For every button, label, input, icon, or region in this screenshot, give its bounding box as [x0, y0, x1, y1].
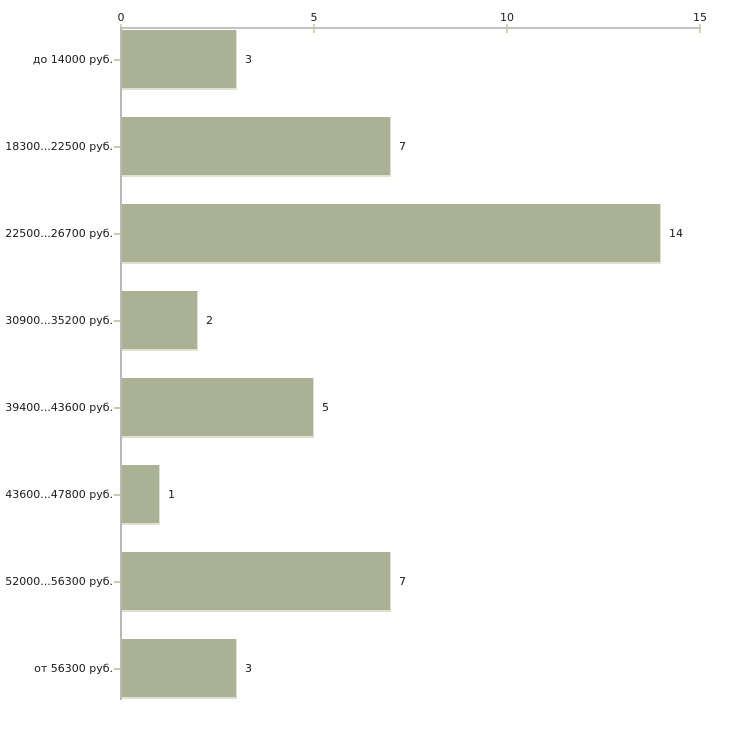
y-axis-line	[120, 27, 122, 700]
bar	[121, 639, 237, 699]
bar	[121, 117, 391, 177]
category-label: от 56300 руб.	[34, 662, 113, 675]
bar	[121, 378, 314, 438]
bar-value-label: 5	[322, 401, 329, 414]
x-axis-tick-label: 5	[310, 11, 318, 24]
x-axis-line	[120, 27, 701, 29]
y-axis-tick-mark	[114, 407, 120, 409]
bar-value-label: 2	[206, 314, 213, 327]
y-axis-tick-mark	[114, 233, 120, 235]
category-label: 39400...43600 руб.	[5, 401, 113, 414]
category-label: 18300...22500 руб.	[5, 140, 113, 153]
bar-value-label: 7	[399, 575, 406, 588]
bar	[121, 204, 661, 264]
y-axis-tick-mark	[114, 146, 120, 148]
y-axis-tick-mark	[114, 59, 120, 61]
x-axis-tick-label: 10	[500, 11, 514, 24]
bar-value-label: 3	[245, 662, 252, 675]
bar-value-label: 14	[669, 227, 683, 240]
bar	[121, 552, 391, 612]
category-label: 43600...47800 руб.	[5, 488, 113, 501]
x-axis-tick-label: 0	[117, 11, 125, 24]
category-label: 30900...35200 руб.	[5, 314, 113, 327]
bar-value-label: 7	[399, 140, 406, 153]
y-axis-tick-mark	[114, 320, 120, 322]
y-axis-tick-mark	[114, 581, 120, 583]
bar	[121, 291, 198, 351]
bar	[121, 465, 160, 525]
category-label: 22500...26700 руб.	[5, 227, 113, 240]
y-axis-tick-mark	[114, 494, 120, 496]
bar	[121, 30, 237, 90]
bar-value-label: 1	[168, 488, 175, 501]
y-axis-tick-mark	[114, 668, 120, 670]
category-label: 52000...56300 руб.	[5, 575, 113, 588]
category-label: до 14000 руб.	[32, 53, 113, 66]
bar-value-label: 3	[245, 53, 252, 66]
x-axis-tick-label: 15	[693, 11, 707, 24]
